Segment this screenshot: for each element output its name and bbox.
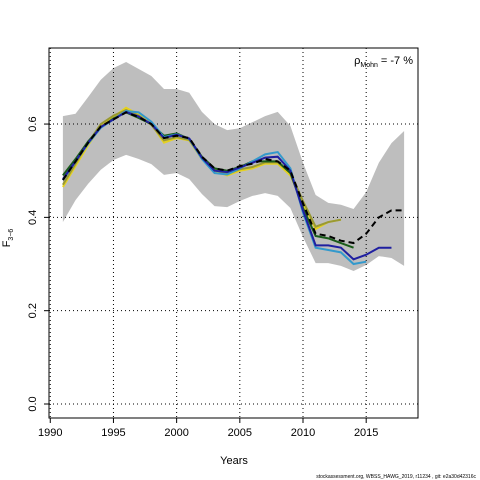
x-axis-label: Years [220,455,248,467]
annotation-text: = -7 % [381,55,413,67]
y-tick-label: 0.0 [27,396,39,411]
x-tick-label: 2010 [291,427,315,439]
y-label-sub: 3−6 [8,229,15,241]
annotation-sub: Mohn [360,62,378,69]
x-tick-label: 2015 [354,427,378,439]
annotation: ρMohn = -7 % [354,55,413,69]
plot-frame [48,47,419,419]
y-axis-label: F3−6 [1,229,15,248]
footer: stockassessment.org, WBSS_HAWG_2019, r11… [316,474,476,480]
y-tick-label: 0.4 [27,210,39,225]
confidence-band [62,61,405,272]
x-tick-label: 2000 [164,427,188,439]
x-tick-label: 1990 [38,427,62,439]
x-tick-label: 1995 [101,427,125,439]
y-tick-label: 0.6 [27,116,39,131]
annotation-symbol: ρ [354,55,360,67]
x-tick-label: 2005 [228,427,252,439]
y-tick-label: 0.2 [27,303,39,318]
y-label-main: F [1,240,13,247]
